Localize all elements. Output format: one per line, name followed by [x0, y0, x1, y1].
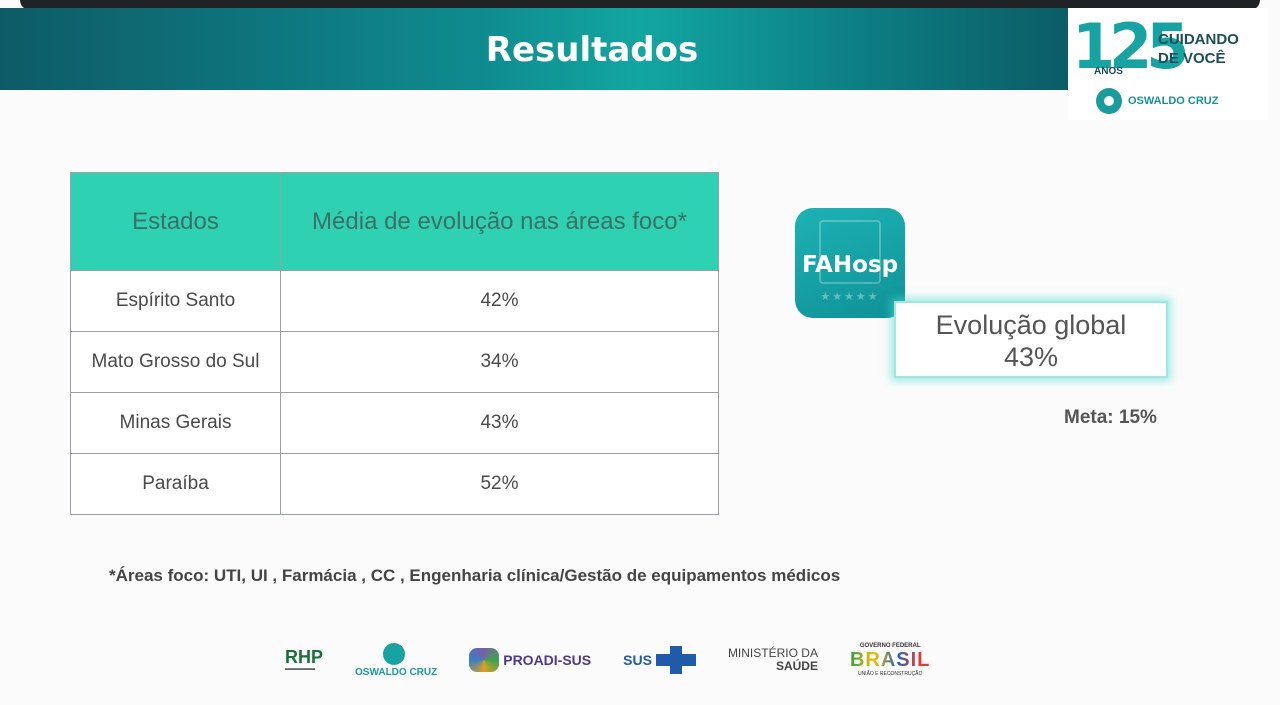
- global-evolution-value: 43%: [1003, 342, 1059, 372]
- oswaldo-cruz-footer-text: OSWALDO CRUZ: [355, 666, 438, 678]
- footnote: *Áreas foco: UTI, UI , Farmácia , CC , E…: [109, 566, 841, 585]
- results-table: Estados Média de evolução nas áreas foco…: [70, 172, 719, 515]
- sus-text: SUS: [623, 652, 652, 668]
- ministerio-line2: SAÚDE: [775, 659, 818, 673]
- table-header-row: Estados Média de evolução nas áreas foco…: [70, 172, 719, 271]
- value-cell: 43%: [280, 392, 719, 454]
- column-header-states: Estados: [70, 172, 281, 271]
- footer-logos: RHP ▬▬▬▬▬ OSWALDO CRUZ PROADI-SUS SUS MI…: [285, 640, 930, 680]
- app-icon-label: FAHosp: [801, 252, 899, 278]
- oswaldo-cruz-footer-logo: OSWALDO CRUZ: [355, 642, 438, 678]
- global-evolution-label: Evolução global: [935, 310, 1127, 340]
- rhp-logo-mark-icon: ▬▬▬▬▬: [285, 665, 315, 672]
- column-header-average: Média de evolução nas áreas foco*: [280, 172, 719, 271]
- table-row: Paraíba 52%: [70, 453, 719, 515]
- global-evolution-box: Evolução global 43%: [894, 301, 1168, 378]
- table-row: Minas Gerais 43%: [70, 392, 719, 454]
- hospital-building-icon: [819, 220, 881, 284]
- brasil-text: BRASIL: [849, 649, 931, 671]
- ministerio-saude-logo: MINISTÉRIO DA SAÚDE: [728, 647, 818, 673]
- governo-federal-logo: GOVERNO FEDERAL BRASIL UNIÃO E RECONSTRU…: [850, 643, 930, 677]
- state-cell: Paraíba: [70, 453, 281, 515]
- page-title: Resultados: [485, 30, 699, 70]
- uniao-text: UNIÃO E RECONSTRUÇÃO: [857, 671, 923, 677]
- table-row: Espírito Santo 42%: [70, 270, 719, 332]
- sus-cross-icon: [655, 646, 696, 674]
- proadi-sus-logo: PROADI-SUS: [469, 648, 591, 672]
- rhp-logo: RHP ▬▬▬▬▬: [285, 648, 323, 673]
- sus-logo: SUS: [623, 646, 696, 674]
- oswaldo-cruz-logo: OSWALDO CRUZ: [1096, 88, 1218, 114]
- logo-tagline-line1: CUIDANDO: [1158, 31, 1239, 48]
- value-cell: 34%: [280, 331, 719, 393]
- value-cell: 42%: [280, 270, 719, 332]
- state-cell: Espírito Santo: [70, 270, 281, 332]
- state-cell: Mato Grosso do Sul: [70, 331, 281, 393]
- logo-tagline-line2: DE VOCÊ: [1158, 50, 1226, 67]
- logo-anos: ANOS: [1094, 66, 1123, 77]
- value-cell: 52%: [280, 453, 719, 515]
- anniversary-logo: 125 ANOS CUIDANDO DE VOCÊ OSWALDO CRUZ: [1068, 8, 1268, 120]
- oswaldo-cruz-mark-icon: [1096, 88, 1122, 114]
- oswaldo-cruz-text: OSWALDO CRUZ: [1128, 95, 1219, 107]
- top-bezel: [20, 0, 1260, 10]
- fahosp-app-icon: FAHosp ★★★★★: [795, 208, 905, 318]
- goal-text: Meta: 15%: [1064, 407, 1157, 428]
- logo-tagline: CUIDANDO DE VOCÊ: [1158, 30, 1239, 68]
- logo-number: 125: [1072, 10, 1189, 83]
- proadi-text: PROADI-SUS: [503, 652, 592, 668]
- table-row: Mato Grosso do Sul 34%: [70, 331, 719, 393]
- state-cell: Minas Gerais: [70, 392, 281, 454]
- proadi-mark-icon: [469, 648, 500, 672]
- ministerio-line1: MINISTÉRIO DA: [727, 646, 818, 660]
- header-banner: Resultados: [0, 8, 1068, 90]
- stars-icon: ★★★★★: [820, 291, 880, 303]
- governo-text: GOVERNO FEDERAL: [859, 643, 921, 649]
- rhp-logo-text: RHP: [285, 646, 324, 667]
- oswaldo-cruz-footer-mark-icon: [383, 642, 406, 665]
